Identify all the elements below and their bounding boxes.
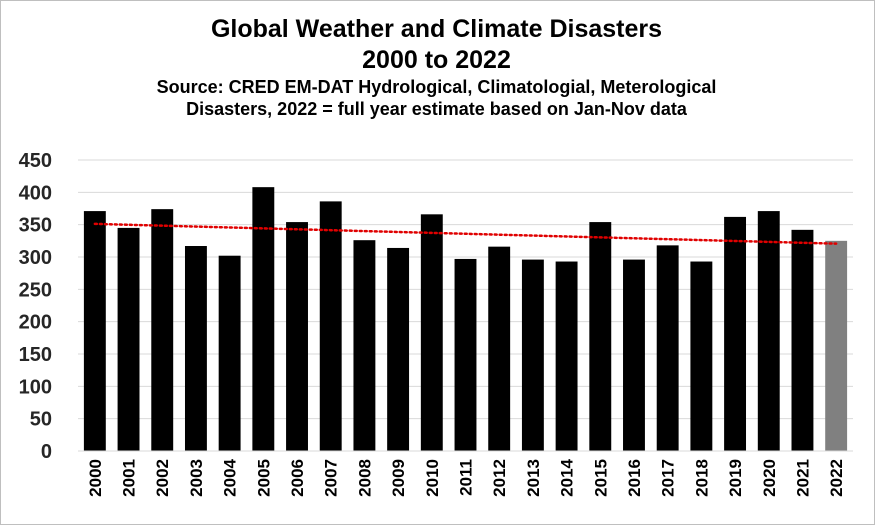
x-tick-label-2007: 2007 [322,459,341,497]
chart-subtitle-note: Disasters, 2022 = full year estimate bas… [186,99,687,119]
x-tick-label-2015: 2015 [591,459,610,497]
y-tick-label: 450 [19,150,52,172]
bar-2015 [589,222,612,451]
trend-line [93,222,838,245]
bar-2022 [825,240,848,451]
x-tick-label-2019: 2019 [726,459,745,497]
bar-2016 [623,259,645,451]
x-tick-label-2021: 2021 [793,459,812,497]
y-tick-label: 150 [19,344,52,366]
bar-2004 [218,255,241,451]
bar-2020 [757,211,780,451]
chart-title-years: 2000 to 2022 [362,46,511,74]
x-tick-label-2016: 2016 [625,459,644,497]
x-tick-label-2004: 2004 [221,458,240,496]
y-tick-label: 100 [19,376,52,398]
y-tick-label: 300 [19,247,52,269]
bar-2009 [387,247,410,451]
bar-2019 [724,216,747,451]
y-tick-label: 0 [41,441,52,463]
x-tick-label-2005: 2005 [254,459,273,497]
bars [83,187,848,451]
y-tick-label: 250 [19,279,52,301]
y-tick-label: 50 [30,409,52,431]
y-tick-label: 200 [19,312,52,334]
chart-title: Global Weather and Climate Disasters [210,15,663,43]
x-tick-label-2018: 2018 [692,459,711,497]
bar-2011 [454,258,477,451]
bar-2012 [488,246,511,451]
bar-2005 [252,187,275,451]
x-tick-label-2000: 2000 [86,459,105,497]
x-tick-label-2017: 2017 [659,459,678,497]
x-axis-ticks: 2000 2001 2002 2003 2004 2005 2006 2007 2008 2009… [86,458,846,496]
bar-2013 [521,259,544,451]
x-tick-label-2010: 2010 [423,459,442,497]
x-tick-label-2009: 2009 [389,459,408,497]
x-tick-label-2013: 2013 [524,459,543,497]
x-tick-label-2003: 2003 [187,459,206,497]
y-tick-label: 400 [19,182,52,204]
bar-2021 [791,229,814,451]
y-axis-ticks: 0 50 100 150 200 250 300 350 400 450 [19,150,52,463]
y-tick-label: 350 [19,215,52,237]
bar-2007 [319,201,342,451]
x-tick-label-2022: 2022 [827,459,846,497]
bar-2010 [420,214,443,451]
x-tick-label-2012: 2012 [490,459,509,497]
bar-2008 [353,240,376,451]
x-tick-label-2001: 2001 [120,459,139,497]
bar-2018 [690,261,713,451]
x-tick-label-2006: 2006 [288,459,307,497]
bar-2001 [117,227,140,451]
x-tick-label-2011: 2011 [457,459,476,496]
bar-2006 [286,222,308,451]
x-tick-label-2020: 2020 [760,459,779,497]
chart-subtitle-source: Source: CRED EM-DAT Hydrological, Climat… [156,77,717,97]
x-tick-label-2014: 2014 [558,458,577,496]
bar-2017 [656,245,679,451]
bar-2002 [151,209,174,451]
x-tick-label-2002: 2002 [153,459,172,497]
bar-2003 [184,246,207,451]
chart-title-block: Global Weather and Climate Disasters 200… [0,14,873,120]
x-tick-label-2008: 2008 [355,459,374,497]
bar-2014 [555,261,578,451]
bar-2000 [83,211,106,451]
